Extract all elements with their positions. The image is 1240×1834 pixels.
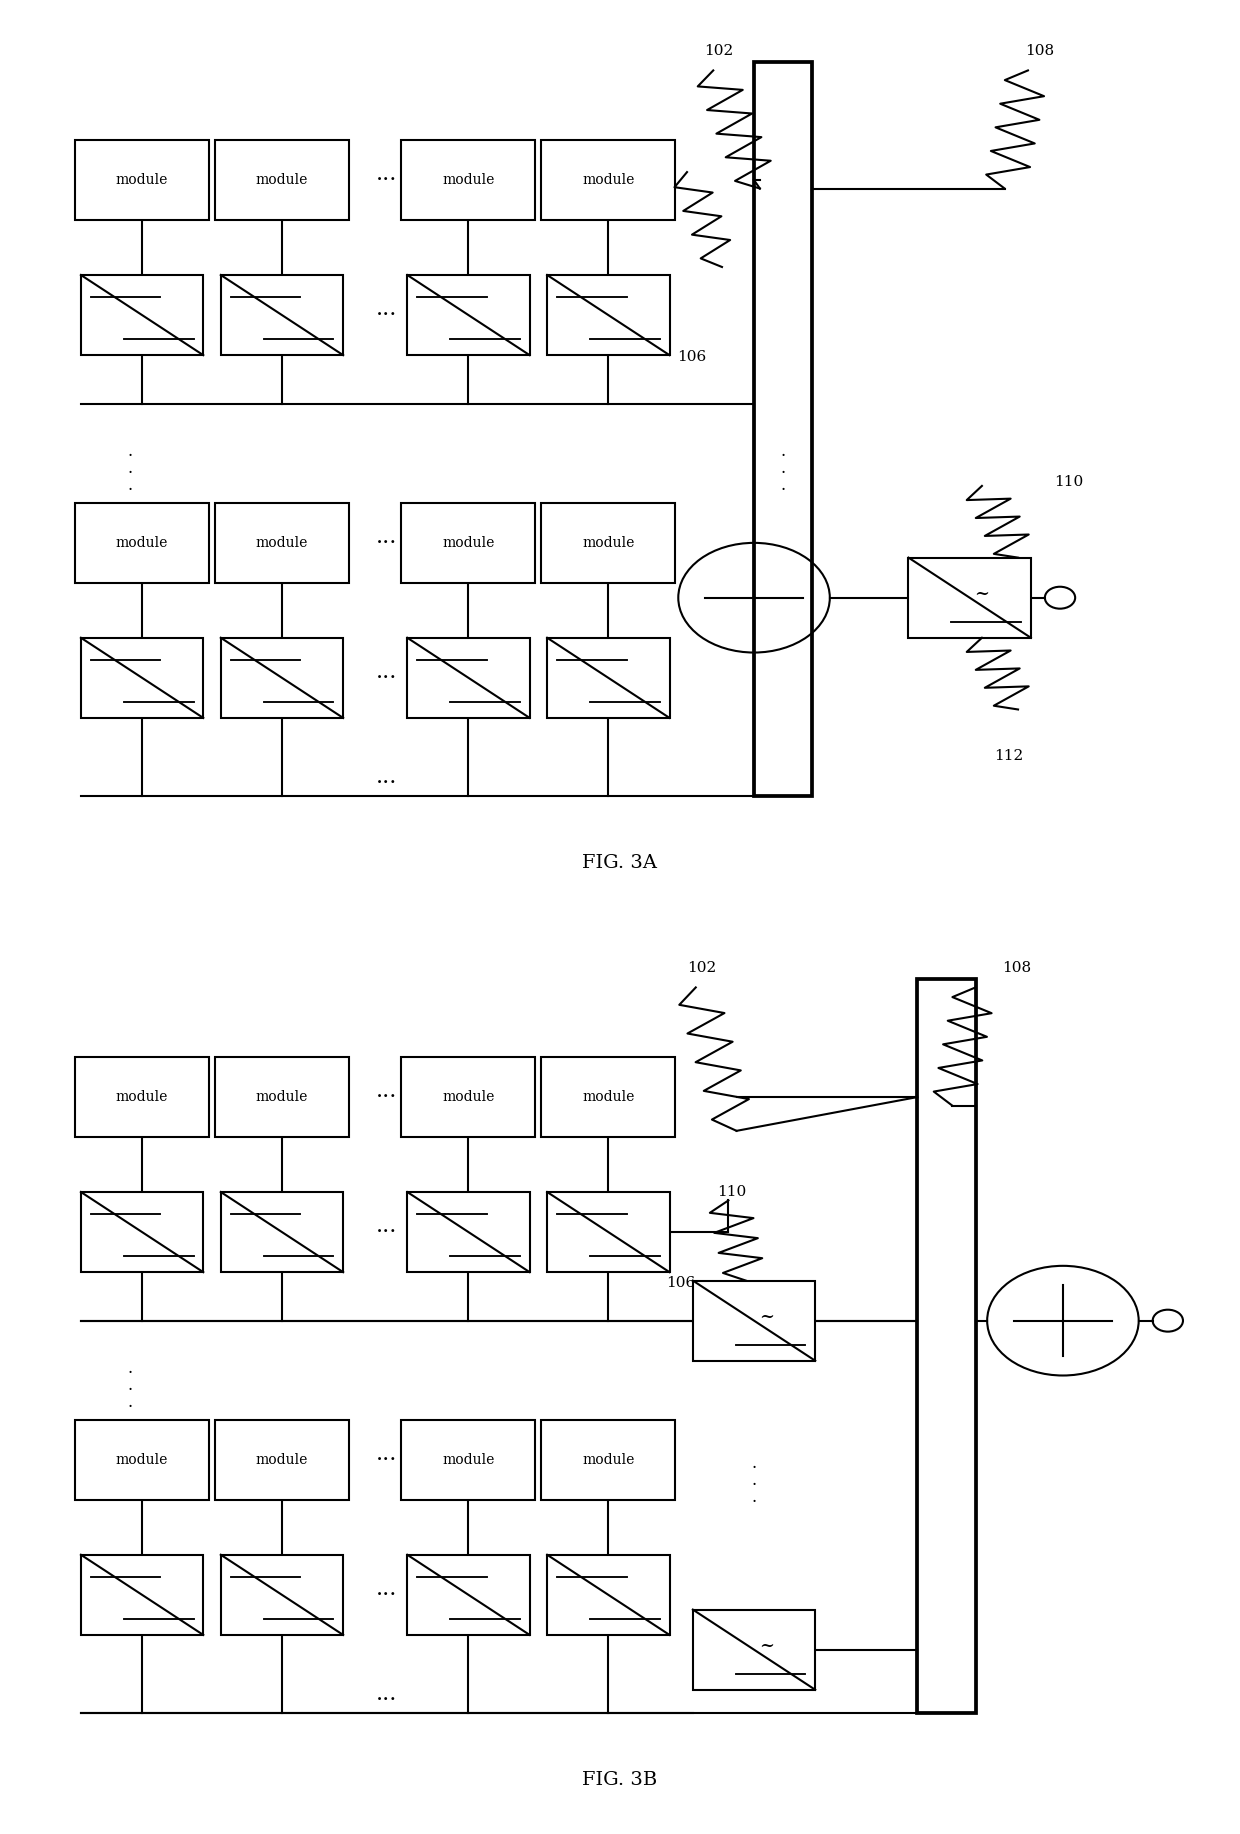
FancyBboxPatch shape	[547, 275, 670, 356]
Text: module: module	[582, 1089, 635, 1104]
FancyBboxPatch shape	[81, 1555, 203, 1634]
Text: ~: ~	[759, 1308, 774, 1326]
Text: 110: 110	[717, 1185, 746, 1199]
FancyBboxPatch shape	[542, 139, 676, 220]
Text: ·
·
·: · · ·	[128, 447, 133, 499]
Text: ~: ~	[759, 1636, 774, 1654]
FancyBboxPatch shape	[221, 638, 343, 717]
FancyBboxPatch shape	[407, 1192, 529, 1273]
Text: module: module	[582, 172, 635, 187]
Text: 106: 106	[667, 1276, 696, 1289]
FancyBboxPatch shape	[918, 979, 976, 1713]
Text: module: module	[115, 1089, 169, 1104]
Text: 112: 112	[994, 748, 1023, 763]
Text: ···: ···	[376, 1689, 398, 1711]
FancyBboxPatch shape	[215, 1420, 348, 1500]
Text: module: module	[443, 536, 495, 550]
FancyBboxPatch shape	[81, 275, 203, 356]
Text: module: module	[582, 1453, 635, 1467]
Text: module: module	[115, 1453, 169, 1467]
Text: module: module	[443, 1453, 495, 1467]
Text: ···: ···	[376, 772, 398, 794]
Text: FIG. 3B: FIG. 3B	[583, 1772, 657, 1788]
FancyBboxPatch shape	[547, 1555, 670, 1634]
Text: ···: ···	[376, 1086, 398, 1108]
Text: module: module	[443, 172, 495, 187]
FancyBboxPatch shape	[215, 503, 348, 583]
FancyBboxPatch shape	[547, 1192, 670, 1273]
Text: module: module	[115, 172, 169, 187]
Text: ~: ~	[975, 585, 990, 603]
Text: module: module	[255, 536, 309, 550]
Text: module: module	[255, 172, 309, 187]
Text: FIG. 3A: FIG. 3A	[583, 855, 657, 871]
Text: module: module	[255, 1089, 309, 1104]
FancyBboxPatch shape	[76, 503, 210, 583]
FancyBboxPatch shape	[221, 275, 343, 356]
Text: ···: ···	[376, 668, 398, 690]
FancyBboxPatch shape	[547, 638, 670, 717]
FancyBboxPatch shape	[402, 139, 536, 220]
Text: module: module	[582, 536, 635, 550]
FancyBboxPatch shape	[407, 275, 529, 356]
Text: ···: ···	[376, 1585, 398, 1607]
FancyBboxPatch shape	[81, 1192, 203, 1273]
FancyBboxPatch shape	[542, 1056, 676, 1137]
Text: ···: ···	[376, 1221, 398, 1243]
Text: module: module	[255, 1453, 309, 1467]
Text: ·
·
·: · · ·	[780, 447, 786, 499]
Text: 106: 106	[677, 350, 707, 365]
FancyBboxPatch shape	[221, 1192, 343, 1273]
FancyBboxPatch shape	[407, 638, 529, 717]
FancyBboxPatch shape	[402, 1056, 536, 1137]
Text: ·
·
·: · · ·	[128, 1364, 133, 1416]
Text: ·
·
·: · · ·	[751, 1460, 756, 1511]
Text: ···: ···	[376, 1449, 398, 1471]
Text: 102: 102	[704, 44, 734, 59]
Text: 108: 108	[1002, 961, 1030, 976]
FancyBboxPatch shape	[542, 1420, 676, 1500]
FancyBboxPatch shape	[81, 638, 203, 717]
FancyBboxPatch shape	[402, 503, 536, 583]
Text: ···: ···	[376, 304, 398, 326]
Text: 102: 102	[687, 961, 717, 976]
FancyBboxPatch shape	[221, 1555, 343, 1634]
FancyBboxPatch shape	[693, 1610, 815, 1689]
Text: ···: ···	[376, 532, 398, 554]
FancyBboxPatch shape	[215, 1056, 348, 1137]
Text: ···: ···	[376, 169, 398, 191]
FancyBboxPatch shape	[909, 558, 1030, 638]
Text: 110: 110	[1054, 475, 1084, 488]
Text: module: module	[115, 536, 169, 550]
FancyBboxPatch shape	[407, 1555, 529, 1634]
Text: module: module	[443, 1089, 495, 1104]
FancyBboxPatch shape	[215, 139, 348, 220]
FancyBboxPatch shape	[542, 503, 676, 583]
FancyBboxPatch shape	[693, 1280, 815, 1361]
FancyBboxPatch shape	[402, 1420, 536, 1500]
Text: 108: 108	[1025, 44, 1054, 59]
FancyBboxPatch shape	[754, 62, 812, 796]
FancyBboxPatch shape	[76, 1420, 210, 1500]
FancyBboxPatch shape	[76, 139, 210, 220]
FancyBboxPatch shape	[76, 1056, 210, 1137]
